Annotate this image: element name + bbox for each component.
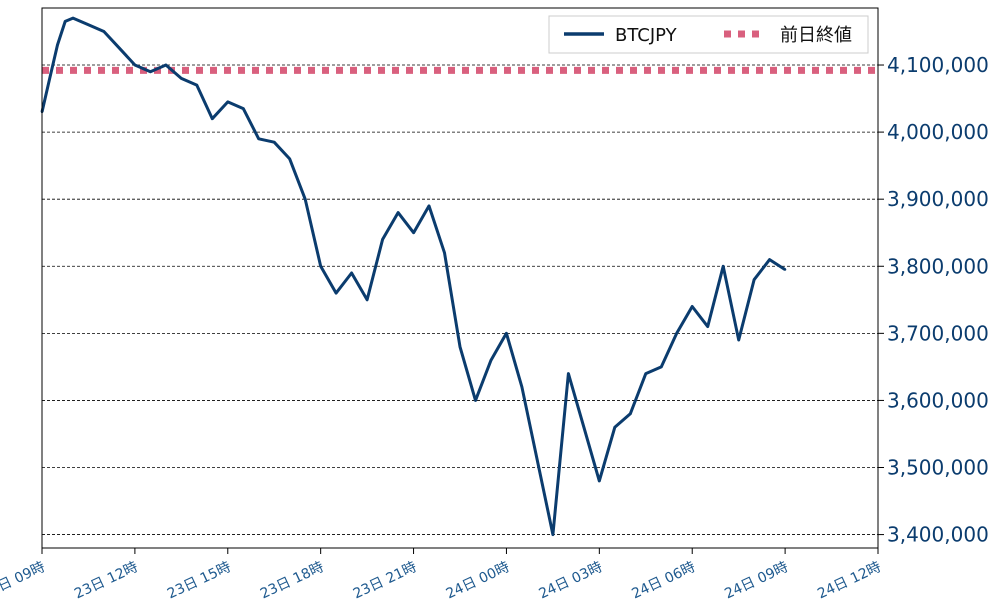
x-tick-label: 24日 03時 bbox=[537, 559, 605, 602]
y-tick-label: 3,600,000 bbox=[887, 388, 989, 412]
btcjpy-point bbox=[365, 298, 369, 301]
btcjpy-point bbox=[396, 211, 400, 214]
y-tick-label: 4,100,000 bbox=[887, 53, 989, 77]
y-tick-label: 3,400,000 bbox=[887, 523, 989, 547]
y-tick-label: 3,900,000 bbox=[887, 187, 989, 211]
y-tick-label: 3,500,000 bbox=[887, 456, 989, 480]
btcjpy-point bbox=[536, 459, 539, 462]
btcjpy-point bbox=[706, 325, 709, 328]
x-tick-label: 24日 12時 bbox=[815, 559, 883, 602]
x-tick-label: 23日 12時 bbox=[72, 559, 140, 602]
btcjpy-point bbox=[458, 345, 462, 348]
btcjpy-point bbox=[149, 70, 152, 73]
x-tick-label: 24日 09時 bbox=[722, 559, 790, 602]
btcjpy-point bbox=[133, 63, 137, 67]
btcjpy-point bbox=[118, 47, 121, 50]
btcjpy-point bbox=[629, 412, 632, 415]
legend: BTCJPY 前日終値 bbox=[548, 15, 869, 54]
btcjpy-point bbox=[505, 332, 508, 335]
btcjpy-point bbox=[87, 23, 90, 26]
y-tick-label: 3,700,000 bbox=[887, 321, 989, 345]
btcjpy-point bbox=[598, 479, 601, 483]
btcjpy-point bbox=[427, 204, 431, 208]
btcjpy-point bbox=[180, 77, 183, 80]
btcjpy-point bbox=[48, 77, 51, 80]
btcjpy-point bbox=[551, 533, 555, 536]
btcjpy-point bbox=[474, 399, 477, 402]
grid bbox=[42, 64, 878, 535]
btcjpy-point bbox=[752, 278, 756, 281]
btcjpy-point bbox=[675, 332, 678, 335]
btcjpy-point bbox=[102, 30, 106, 33]
btcjpy-point bbox=[319, 265, 322, 268]
btcjpy-point bbox=[443, 251, 446, 254]
x-tick-label: 23日 18時 bbox=[258, 559, 326, 602]
btcjpy-point bbox=[489, 359, 493, 362]
btcjpy-point bbox=[768, 258, 771, 261]
btcjpy-point bbox=[567, 372, 570, 375]
y-tick-label: 4,000,000 bbox=[887, 120, 989, 144]
btcjpy-point bbox=[63, 20, 67, 23]
btcjpy-point bbox=[644, 372, 647, 375]
btcjpy-point bbox=[722, 265, 725, 268]
btcjpy-point bbox=[660, 365, 663, 369]
btcjpy-point bbox=[613, 426, 616, 429]
btcjpy-point bbox=[381, 238, 384, 241]
series-layer bbox=[40, 16, 878, 537]
x-tick-label: 23日 21時 bbox=[351, 559, 419, 602]
axis-ticks: 3,400,000 3,500,000 3,600,000 3,700,000 3,80… bbox=[0, 53, 989, 602]
btcjpy-point bbox=[334, 291, 338, 295]
y-tick-label: 3,800,000 bbox=[887, 254, 989, 278]
btcjpy-point bbox=[304, 198, 307, 201]
legend-label-prev-close: 前日終値 bbox=[780, 25, 852, 46]
btcjpy-point bbox=[582, 426, 586, 429]
btcjpy-point bbox=[56, 43, 59, 47]
x-tick-label: 24日 00時 bbox=[444, 559, 512, 602]
btcjpy-point bbox=[273, 141, 276, 144]
plot-frame bbox=[41, 7, 879, 549]
btcjpy-line bbox=[40, 16, 786, 537]
btcjpy-point bbox=[226, 100, 229, 104]
btcjpy-point bbox=[520, 385, 524, 389]
x-tick-label: 23日 09時 bbox=[0, 559, 48, 602]
x-tick-label: 23日 15時 bbox=[165, 559, 233, 602]
btcjpy-point bbox=[71, 16, 75, 20]
btcjpy-point bbox=[288, 157, 291, 161]
btcjpy-point bbox=[350, 271, 353, 275]
btcjpy-point bbox=[242, 107, 245, 110]
btcjpy-point bbox=[257, 137, 260, 140]
btcjpy-point bbox=[164, 63, 168, 67]
x-tick-label: 24日 06時 bbox=[629, 559, 697, 602]
btcjpy-point bbox=[195, 83, 198, 87]
btcjpy-point bbox=[211, 117, 214, 120]
legend-label-btcjpy: BTCJPY bbox=[615, 25, 678, 46]
btcjpy-point bbox=[691, 305, 694, 308]
btcjpy-point bbox=[412, 231, 415, 234]
btcjpy-point bbox=[737, 338, 740, 342]
btcjpy-point bbox=[783, 268, 787, 271]
